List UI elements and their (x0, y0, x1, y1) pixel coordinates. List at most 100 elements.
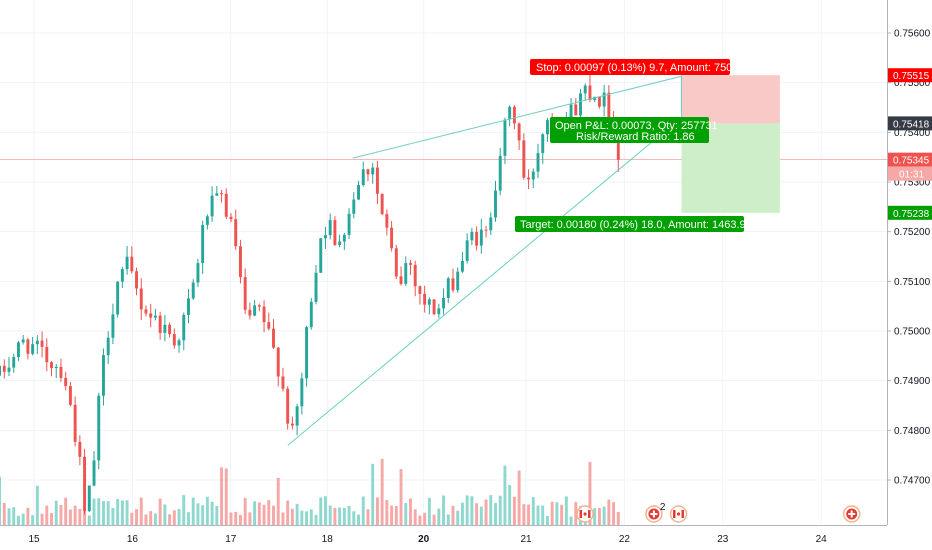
volume-bar (569, 516, 573, 525)
volume-bar (371, 463, 375, 525)
price-tick-label: 0.74800 (894, 426, 931, 437)
volume-bar (78, 508, 82, 525)
price-axis[interactable]: 0.75600 0.75500 0.75400 0.75300 0.75200 0.751… (887, 0, 932, 550)
candle-body (300, 378, 304, 407)
candle-body (545, 120, 549, 135)
volume-bar (413, 509, 417, 525)
volume-bar (130, 512, 134, 525)
candle-body (333, 220, 337, 246)
time-tick-label: 22 (619, 534, 631, 545)
candle-body (26, 339, 30, 354)
candle-body (78, 441, 82, 457)
volume-bar (210, 501, 214, 525)
candle-body (380, 193, 384, 215)
volume-bar (238, 514, 242, 525)
candle-body (31, 344, 35, 354)
volume-bar (272, 505, 275, 525)
volume-bar (172, 510, 176, 525)
volume-bar (616, 511, 620, 525)
candle-body (73, 404, 77, 442)
time-tick-label: 20 (418, 534, 430, 545)
volume-bar (375, 497, 379, 525)
trendline[interactable] (352, 75, 682, 159)
trendline[interactable] (287, 117, 682, 446)
price-tick-label: 0.75600 (894, 29, 931, 40)
volume-bar (158, 498, 162, 525)
volume-bar (409, 498, 412, 525)
candle-body (446, 278, 450, 298)
price-tick-label: 0.75300 (894, 178, 931, 189)
candle-body (451, 278, 455, 291)
price-label: 0.75418 (893, 119, 930, 130)
price-label-timer-box (888, 166, 932, 181)
candle-body (229, 216, 233, 220)
volume-bar (215, 505, 219, 525)
candle-body (357, 184, 360, 200)
candle-body (508, 106, 512, 120)
candle-body (479, 229, 483, 246)
volume-bar (102, 501, 105, 525)
time-axis[interactable]: 15161718202122232427 (0, 525, 932, 546)
candle-body (238, 246, 242, 278)
ratio-label: Risk/Reward Ratio: 1.86 (576, 131, 695, 143)
canada-flag-icon[interactable] (579, 510, 583, 518)
canada-flag-icon[interactable] (673, 510, 676, 518)
candle-body (234, 219, 238, 247)
volume-bar (243, 498, 247, 525)
volume-bar (120, 500, 124, 525)
volume-bar (314, 514, 318, 525)
event-markers[interactable]: 2 (576, 502, 861, 523)
volume-bar (106, 501, 110, 525)
volume-bar (555, 502, 559, 525)
volume-bar (163, 504, 167, 525)
volume-bar (404, 503, 408, 525)
candle-body (83, 456, 87, 512)
candle-body (248, 309, 252, 316)
candle-body (276, 347, 280, 377)
volume-bar (489, 495, 493, 525)
volume-bar (139, 497, 143, 525)
candle-body (588, 85, 592, 101)
candle-body (12, 357, 16, 368)
candle-body (399, 276, 403, 284)
candle-body (7, 367, 11, 372)
volume-bar (597, 508, 601, 525)
candle-body (172, 333, 176, 346)
volume-bar (262, 504, 266, 525)
candle-body (177, 340, 181, 346)
stop-zone (681, 75, 780, 124)
canada-flag-leaf (676, 512, 681, 516)
volume-bar (536, 505, 540, 525)
candle-body (475, 231, 479, 246)
candle-body (87, 485, 91, 512)
candle-body (59, 366, 63, 378)
candle-body (536, 153, 540, 172)
candle-body (579, 93, 582, 116)
volume-bar (352, 511, 356, 525)
volume-bar (149, 511, 153, 525)
volume-bar (432, 514, 436, 525)
candle-body (390, 227, 394, 249)
canada-flag-bar (681, 510, 685, 518)
candle-body (54, 366, 58, 369)
price-label-box (888, 205, 932, 220)
time-tick-label: 15 (28, 534, 40, 545)
time-tick-label: 18 (322, 534, 334, 545)
volume-bar (92, 498, 96, 525)
price-tick-label: 0.75400 (894, 128, 931, 139)
trendlines[interactable] (287, 75, 682, 446)
candle-body (153, 315, 157, 318)
pnl-label-box (550, 117, 709, 143)
candle-body (465, 240, 469, 261)
candle-body (347, 213, 351, 235)
volume-bar (451, 505, 455, 525)
volume-bar (512, 496, 516, 525)
candle-body (494, 190, 497, 218)
volume-bar (50, 513, 53, 525)
candle-body (437, 308, 441, 315)
volume-bar (224, 468, 228, 525)
volume-bar (531, 497, 535, 525)
candle-body (272, 328, 275, 348)
volume-bar (54, 500, 58, 525)
